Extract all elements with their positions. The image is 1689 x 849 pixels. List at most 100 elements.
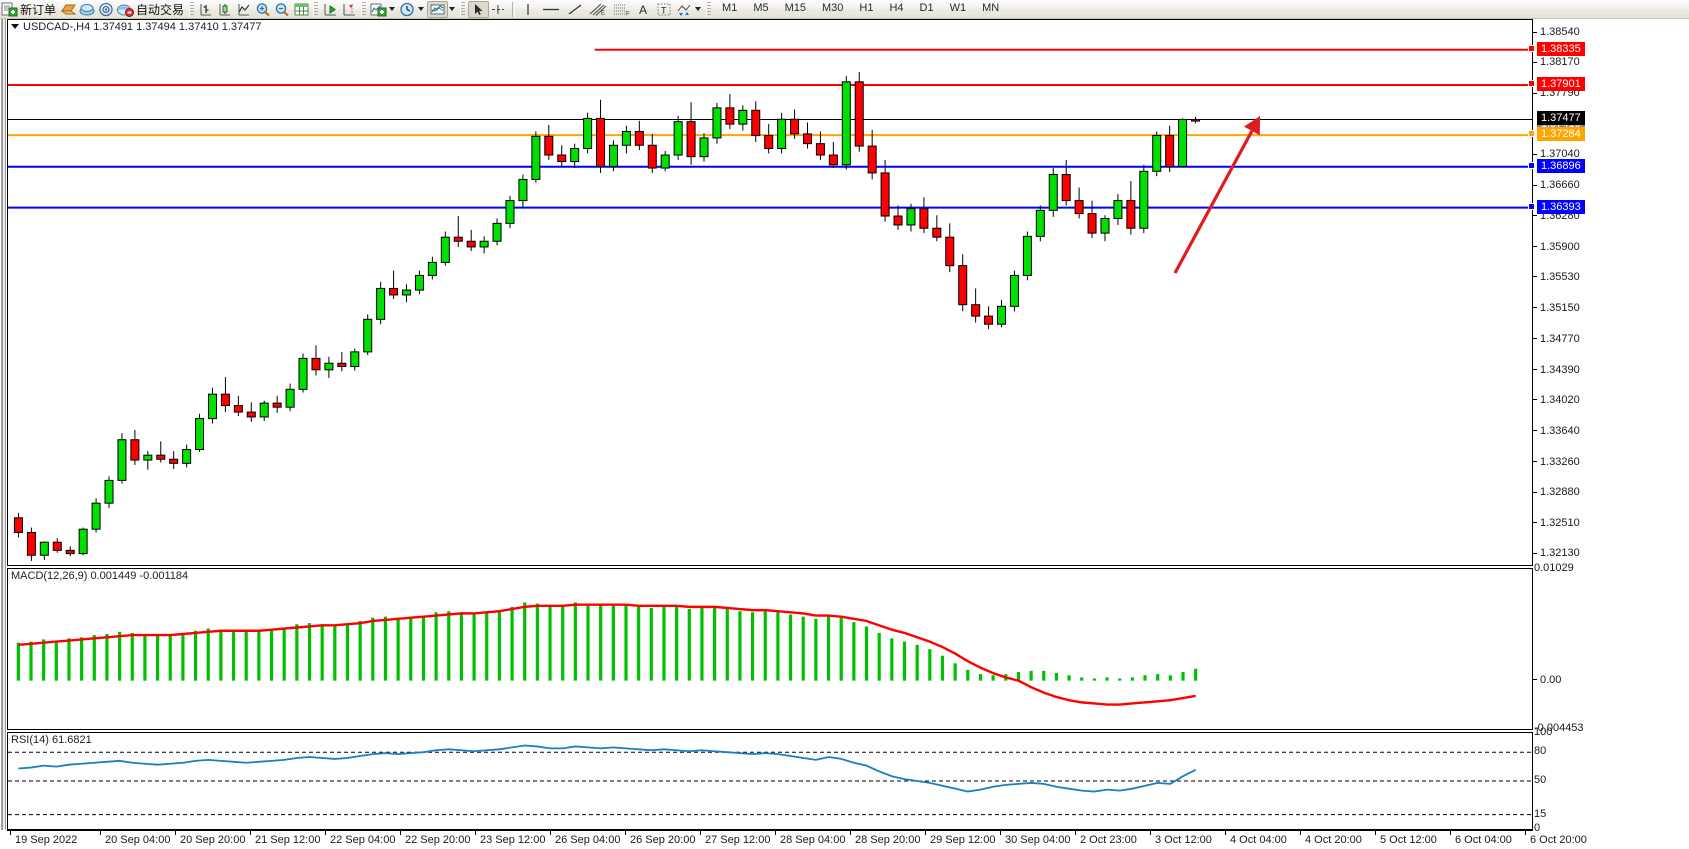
line-chart-button[interactable] [235, 1, 254, 18]
macd-label: MACD(12,26,9) 0.001449 -0.001184 [11, 570, 189, 582]
timeframe-button-m5[interactable]: M5 [753, 2, 769, 14]
chart-vertical-scrollbar[interactable] [0, 19, 7, 830]
chart-shift-button[interactable] [340, 1, 359, 18]
candlestick-chart-button[interactable] [216, 1, 235, 18]
resistance-tag-1[interactable]: 1.38335 [1528, 41, 1585, 56]
time-scale[interactable]: 19 Sep 2022 20 Sep 04:00 20 Sep 20:00 21 Se… [7, 830, 1587, 849]
text-label-button[interactable]: T [654, 1, 674, 18]
resistance-tag-2[interactable]: 1.37901 [1528, 76, 1585, 91]
level-drag-handle[interactable] [1528, 130, 1535, 138]
candle-body [233, 405, 243, 413]
horizontal-line-button[interactable] [538, 1, 564, 18]
candle-body [790, 118, 800, 135]
cursor-button[interactable] [468, 0, 490, 18]
templates-button[interactable] [427, 0, 449, 18]
timeframe-button-mn[interactable]: MN [982, 2, 1000, 14]
candle-body [1139, 170, 1149, 229]
candle-body [78, 528, 88, 555]
candle-body [919, 208, 929, 229]
price-tick-label: 1.33260 [1533, 456, 1580, 469]
new-order-button[interactable] [0, 1, 19, 18]
candle-body [531, 135, 541, 180]
macd-pane[interactable]: MACD(12,26,9) 0.001449 -0.001184 [7, 568, 1533, 730]
candle-body [1152, 135, 1162, 172]
toolbar-grip-3[interactable] [361, 1, 367, 17]
candle-body [479, 240, 489, 248]
timeframe-group[interactable]: M1 M5 M15 M30 H1 H4 D1 W1 MN [714, 1, 1007, 17]
arrows-button[interactable] [674, 1, 694, 18]
rsi-line [18, 744, 1197, 793]
rsi-pane[interactable]: RSI(14) 61.6821 [7, 732, 1533, 830]
support-tag-1[interactable]: 1.36896 [1528, 158, 1585, 173]
candle-body [621, 130, 631, 146]
auto-scroll-button[interactable] [321, 1, 340, 18]
indicators-dropdown-caret[interactable] [389, 7, 396, 11]
time-tick-label: 22 Sep 04:00 [330, 834, 396, 846]
profiles-button[interactable] [59, 1, 78, 18]
candle-body [143, 454, 153, 461]
grid-button[interactable] [292, 1, 311, 18]
periods-button[interactable] [398, 1, 417, 18]
zoom-in-button[interactable] [254, 1, 273, 18]
candle-body [505, 200, 515, 224]
level-drag-handle[interactable] [1528, 79, 1535, 87]
support-tag-2[interactable]: 1.36393 [1528, 199, 1585, 214]
time-tick-mark [1375, 831, 1376, 835]
candle-body [893, 215, 903, 226]
toolbar-grip[interactable] [189, 1, 195, 17]
text-button[interactable]: A [634, 1, 654, 18]
bid-price-tag[interactable]: 1.37477 [1537, 111, 1585, 126]
candle-body [686, 121, 696, 158]
main-toolbar[interactable]: 新订单 自动交易 [0, 0, 1689, 19]
zoom-out-button[interactable] [273, 1, 292, 18]
chart-area[interactable]: USDCAD-,H4 1.37491 1.37494 1.37410 1.374… [0, 19, 1689, 849]
arrows-dropdown-caret[interactable] [695, 7, 702, 11]
price-tick-label: 1.35150 [1533, 302, 1580, 315]
level-drag-handle[interactable] [1528, 161, 1535, 169]
candle-body [298, 357, 308, 390]
time-tick-label: 6 Oct 04:00 [1455, 834, 1512, 846]
timeframe-button-w1[interactable]: W1 [949, 2, 967, 14]
periods-dropdown-caret[interactable] [418, 7, 425, 11]
equidistant-channel-button[interactable]: E [586, 1, 610, 18]
fibonacci-button[interactable]: F [610, 1, 634, 18]
level-drag-handle[interactable] [1528, 44, 1535, 52]
price-scale[interactable]: 1.38540 1.38170 1.37790 1.37040 1.36660 1.362… [1528, 19, 1683, 834]
up-arrow-annotation[interactable] [1173, 116, 1260, 274]
indicators-button[interactable] [369, 1, 388, 18]
timeframe-button-m30[interactable]: M30 [822, 2, 844, 14]
crosshair-button[interactable] [489, 1, 508, 18]
time-tick-mark [1300, 831, 1301, 835]
toolbar-grip-4[interactable] [460, 1, 466, 17]
candle-body [712, 107, 722, 139]
price-pane[interactable]: USDCAD-,H4 1.37491 1.37494 1.37410 1.374… [7, 19, 1533, 566]
price-tick-label: 1.32510 [1533, 517, 1580, 530]
time-tick-label: 4 Oct 04:00 [1230, 834, 1287, 846]
templates-dropdown-caret[interactable] [449, 7, 456, 11]
bar-chart-button[interactable] [197, 1, 216, 18]
market-watch-button[interactable] [78, 1, 97, 18]
time-tick-mark [550, 831, 551, 835]
time-tick-label: 28 Sep 04:00 [780, 834, 846, 846]
chart-collapse-icon[interactable] [11, 24, 19, 29]
timeframe-button-h1[interactable]: H1 [859, 2, 874, 14]
timeframe-button-m15[interactable]: M15 [784, 2, 806, 14]
level-drag-handle[interactable] [1528, 202, 1535, 210]
time-tick-label: 26 Sep 20:00 [630, 834, 696, 846]
timeframe-button-m1[interactable]: M1 [722, 2, 738, 14]
toolbar-grip-5[interactable] [706, 1, 712, 17]
candle-body [376, 287, 386, 320]
candle-body [52, 541, 62, 551]
candle-body [660, 154, 670, 169]
orange-level-tag[interactable]: 1.37284 [1528, 127, 1585, 142]
trendline-button[interactable] [564, 1, 586, 18]
price-tick-label: 1.35900 [1533, 241, 1580, 254]
timeframe-button-h4[interactable]: H4 [889, 2, 904, 14]
autotrading-button[interactable] [116, 1, 135, 18]
timeframe-button-d1[interactable]: D1 [919, 2, 934, 14]
rsi-tick-label: 100 [1534, 726, 1553, 738]
vertical-line-button[interactable] [519, 1, 538, 18]
data-window-button[interactable] [97, 1, 116, 18]
candle-body [207, 393, 217, 420]
toolbar-grip-2[interactable] [313, 1, 319, 17]
